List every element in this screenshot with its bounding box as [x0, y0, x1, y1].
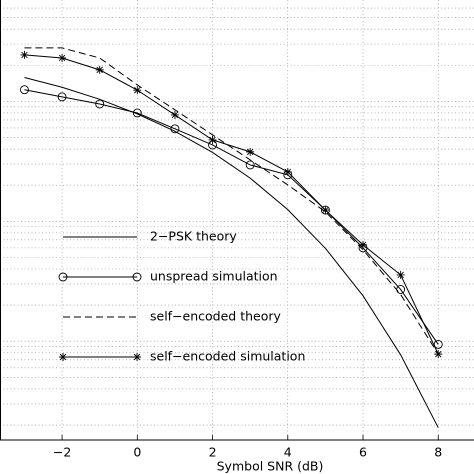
data-point: [283, 167, 292, 176]
data-point: [58, 53, 67, 62]
x-tick-label: 2: [209, 445, 217, 460]
legend-label: self−encoded simulation: [150, 349, 305, 364]
legend-label: unspread simulation: [150, 269, 278, 284]
x-axis-label: Symbol SNR (dB): [217, 459, 324, 474]
data-point: [57, 92, 67, 102]
data-point: [321, 206, 330, 215]
data-point: [20, 50, 29, 59]
legend-marker: [132, 272, 142, 282]
series-line: [24, 54, 439, 355]
legend: 2−PSK theory unspread simulation self−enco…: [58, 229, 305, 364]
x-tick-label: 0: [133, 445, 141, 460]
data-point: [133, 86, 142, 95]
legend-marker: [133, 353, 141, 361]
legend-label: self−encoded theory: [150, 309, 282, 324]
data-point: [245, 160, 255, 170]
series-line: [24, 89, 439, 345]
x-tick-label: 6: [359, 445, 367, 460]
grid: [0, 0, 474, 440]
data-point: [246, 147, 255, 156]
x-tick-label: −2: [53, 445, 71, 460]
legend-marker: [58, 272, 68, 282]
data-point: [433, 339, 443, 349]
x-tick-label: 8: [434, 445, 442, 460]
data-point: [95, 99, 105, 109]
data-point: [170, 124, 180, 134]
data-point: [20, 85, 29, 95]
legend-marker: [59, 353, 67, 361]
x-tick-label: 4: [284, 445, 292, 460]
series-line: [24, 77, 439, 428]
data-point: [95, 65, 104, 74]
series-line: [24, 47, 439, 355]
data-point: [132, 108, 142, 118]
data-point: [396, 270, 405, 279]
data-point: [208, 135, 217, 144]
data-point: [359, 240, 368, 249]
legend-label: 2−PSK theory: [150, 229, 237, 244]
data-point: [434, 350, 443, 359]
data-point: [170, 110, 179, 119]
plot-area: [20, 47, 443, 428]
